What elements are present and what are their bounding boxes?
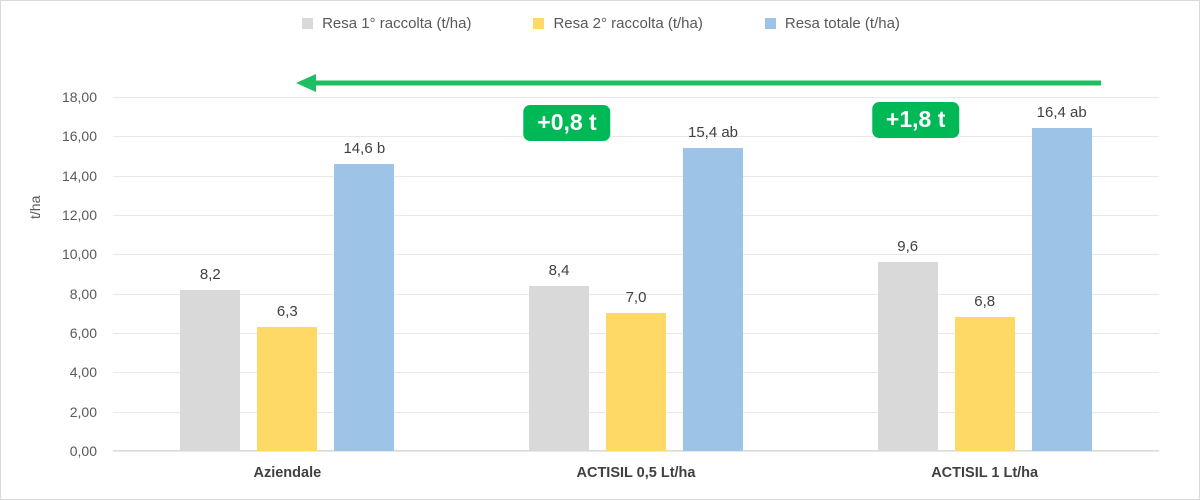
x-axis-category-label: ACTISIL 1 Lt/ha — [931, 465, 1039, 481]
y-axis-tick-label: 18,00 — [61, 89, 97, 105]
bar[interactable] — [683, 148, 743, 451]
legend-square-icon — [764, 18, 776, 29]
bar-value-label: 8,4 — [548, 261, 570, 279]
y-axis-tick-label: 12,00 — [61, 207, 97, 223]
legend-item-resa-2[interactable]: Resa 2° raccolta (t/ha) — [533, 15, 703, 32]
bar[interactable] — [334, 163, 395, 451]
x-axis-category-label: ACTISIL 0,5 Lt/ha — [576, 465, 696, 481]
gridline — [113, 215, 1159, 216]
bar[interactable] — [180, 289, 241, 451]
legend-item-label: Resa 2° raccolta (t/ha) — [553, 15, 703, 32]
delta-badge: +1,8 t — [871, 102, 960, 139]
y-axis-tick-label: 14,00 — [61, 167, 97, 184]
gridline — [113, 97, 1159, 98]
y-axis-tick-label: 4,00 — [69, 364, 97, 381]
x-axis-category-label: Aziendale — [253, 465, 322, 481]
plot-area: 8,2 6,3 14,6 b 8,4 7,0 15,4 ab 9,6 6,8 16,4 ab — [113, 97, 1159, 452]
legend-item-label: Resa totale (t/ha) — [784, 15, 900, 32]
legend-item-label: Resa 1° raccolta (t/ha) — [322, 15, 472, 32]
y-axis-tick-label: 16,00 — [61, 128, 97, 145]
bar-value-label: 6,3 — [276, 303, 298, 321]
bar-value-label: 16,4 ab — [1036, 104, 1087, 122]
chart-legend: Resa 1° raccolta (t/ha) Resa 2° raccolta… — [1, 15, 1199, 32]
bar[interactable] — [257, 327, 318, 451]
gridline — [113, 175, 1159, 177]
bar[interactable] — [877, 262, 938, 451]
y-axis-tick-label: 6,00 — [69, 325, 97, 341]
y-axis-tick-label: 8,00 — [69, 285, 97, 302]
legend-square-icon — [533, 18, 545, 29]
legend-item-resa-1[interactable]: Resa 1° raccolta (t/ha) — [302, 15, 471, 32]
bar-value-label: 6,8 — [974, 293, 996, 311]
gridline — [113, 254, 1159, 256]
legend-square-icon — [302, 18, 314, 29]
green-trend-arrow-icon — [296, 74, 1101, 92]
delta-badge: +0,8 t — [523, 105, 611, 142]
gridline — [113, 136, 1159, 138]
bar[interactable] — [1031, 128, 1092, 451]
bar-value-label: 9,6 — [897, 238, 919, 256]
bar-value-label: 7,0 — [625, 289, 647, 307]
bar[interactable] — [954, 317, 1015, 451]
legend-item-resa-totale[interactable]: Resa totale (t/ha) — [764, 15, 900, 32]
bar-value-label: 8,2 — [199, 265, 221, 283]
bar-value-label: 14,6 b — [343, 139, 386, 157]
gridline — [113, 451, 1159, 452]
bar-value-label: 15,4 ab — [687, 124, 739, 142]
gridline — [113, 293, 1159, 295]
y-axis-tick-label: 2,00 — [69, 403, 97, 420]
y-axis-tick-label: 0,00 — [69, 443, 97, 459]
bar[interactable] — [529, 285, 589, 451]
y-axis-ticks: 0,00 2,00 4,00 6,00 8,00 10,00 12,00 14,00 16,00… — [1, 89, 105, 459]
bar[interactable] — [606, 313, 666, 451]
y-axis-tick-label: 10,00 — [61, 246, 97, 263]
